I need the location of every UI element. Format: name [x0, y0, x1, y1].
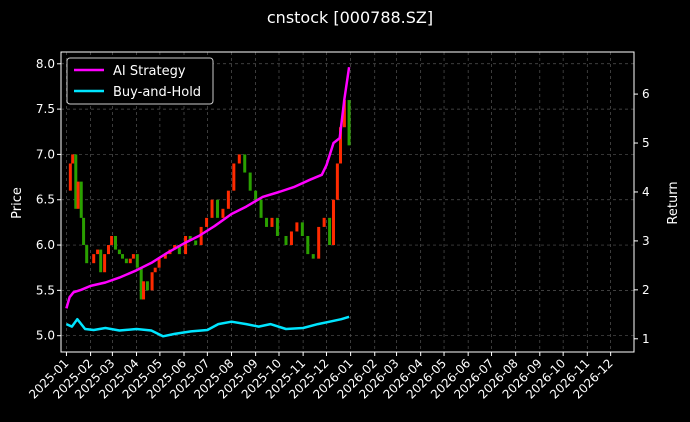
price-candle — [342, 100, 346, 128]
legend-label-bh: Buy-and-Hold — [113, 85, 201, 100]
price-candle — [215, 199, 219, 218]
price-candle — [347, 100, 351, 146]
price-candle — [322, 217, 326, 227]
price-candle — [142, 281, 146, 300]
y-tick-label-right: 2 — [642, 283, 650, 297]
price-candle — [139, 267, 143, 300]
price-candle — [328, 217, 332, 246]
price-candle — [311, 254, 315, 259]
y-tick-label-right: 6 — [642, 87, 650, 101]
return-lines — [65, 67, 351, 338]
ai-strategy-line — [65, 67, 351, 309]
price-candle — [295, 222, 299, 232]
price-candle — [113, 235, 117, 250]
price-candle — [68, 163, 72, 191]
price-candle — [92, 254, 96, 264]
price-candle — [106, 245, 110, 255]
y-tick-label-left: 6.0 — [36, 238, 55, 252]
y-tick-label-left: 5.0 — [36, 329, 55, 343]
price-candle — [338, 127, 342, 164]
legend-label-ai: AI Strategy — [113, 64, 186, 79]
price-candle — [184, 235, 188, 255]
plot-frame — [60, 51, 635, 353]
y-tick-label-right: 4 — [642, 185, 650, 199]
price-candle — [131, 254, 135, 259]
y-tick-label-left: 6.5 — [36, 193, 55, 207]
price-candle — [226, 190, 230, 209]
price-candle — [194, 240, 198, 246]
price-candle — [145, 281, 149, 291]
y-tick-label-right: 1 — [642, 332, 650, 346]
price-candle — [270, 217, 274, 227]
price-candle — [210, 199, 214, 218]
price-candle — [265, 217, 269, 227]
price-candle — [221, 208, 225, 218]
price-candle — [254, 190, 258, 200]
price-candle — [76, 181, 80, 209]
price-candle — [157, 258, 161, 268]
price-candle — [82, 217, 86, 246]
price-candle — [259, 199, 263, 218]
price-candle — [128, 258, 132, 264]
y-tick-label-left: 7.5 — [36, 102, 55, 116]
y-axis-left-label: Price — [10, 187, 25, 219]
y-axis-right: 1 2 3 4 5 6 — [634, 87, 650, 346]
price-candle — [71, 154, 75, 164]
y-axis-right-label: Return — [666, 181, 681, 224]
price-candle — [331, 199, 335, 246]
price-candle — [79, 181, 83, 218]
price-candle — [135, 254, 139, 268]
price-candle — [335, 163, 339, 200]
price-candle — [177, 245, 181, 255]
y-tick-label-left: 8.0 — [36, 57, 55, 71]
price-candle — [300, 222, 304, 236]
price-candle — [243, 154, 247, 173]
y-axis-left: 5.0 5.5 6.0 6.5 7.0 7.5 8.0 — [36, 57, 61, 343]
legend: AI Strategy Buy-and-Hold — [66, 57, 214, 105]
buy-and-hold-line — [65, 315, 350, 338]
price-candle — [96, 249, 100, 255]
y-tick-label-left: 7.0 — [36, 147, 55, 161]
y-tick-label-right: 3 — [642, 234, 650, 248]
price-candle — [99, 249, 103, 273]
price-candle — [103, 254, 107, 273]
price-candle — [232, 163, 236, 191]
price-candle — [150, 272, 154, 291]
y-tick-label-left: 5.5 — [36, 283, 55, 297]
price-candle — [275, 217, 279, 236]
price-candle — [188, 235, 192, 241]
price-candle — [163, 254, 167, 259]
price-candle — [289, 231, 293, 246]
price-candle — [284, 235, 288, 246]
price-candle — [248, 172, 252, 191]
price-candle — [237, 154, 241, 164]
price-candle — [205, 217, 209, 227]
y-tick-label-right: 5 — [642, 136, 650, 150]
price-candle — [74, 154, 78, 209]
price-candle — [306, 235, 310, 255]
price-candle — [110, 235, 114, 246]
price-candle — [85, 245, 89, 264]
chart-title: cnstock [000788.SZ] — [267, 8, 433, 27]
price-candle — [153, 267, 157, 273]
price-candle — [117, 249, 121, 255]
price-candle — [124, 258, 128, 264]
price-candle — [121, 254, 125, 259]
price-candle — [317, 226, 321, 259]
